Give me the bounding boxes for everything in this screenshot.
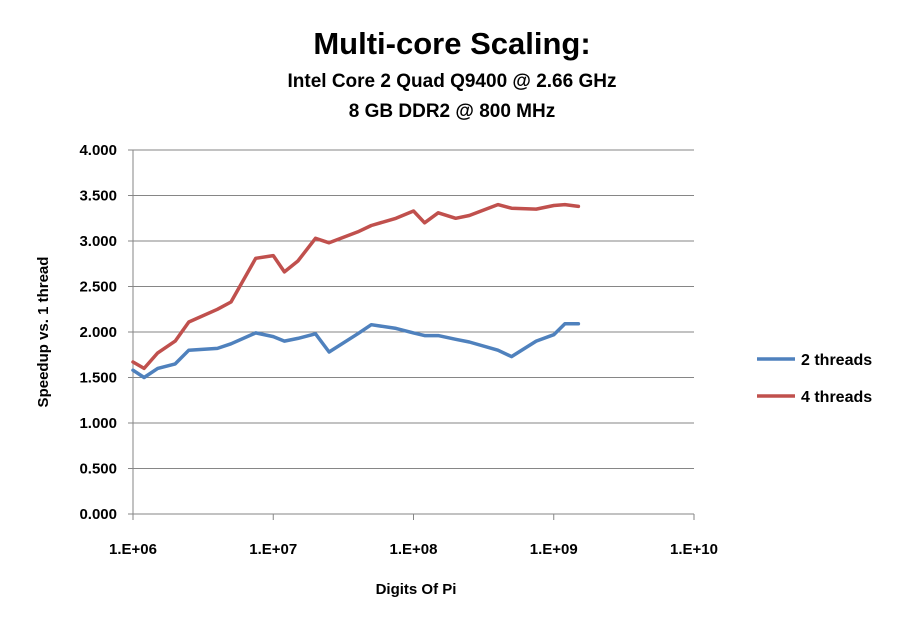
y-tick-label: 0.000 [79,506,117,523]
y-tick-label: 4.000 [79,142,117,159]
series-lines [131,202,581,380]
legend-label: 2 threads [801,352,872,369]
legend-label: 4 threads [801,389,872,406]
series-line-4-threads [131,202,581,371]
x-tick-label: 1.E+06 [109,541,157,558]
y-axis-label: Speedup vs. 1 thread [35,257,52,408]
y-tick-label: 3.000 [79,233,117,250]
chart-subtitle-line-1: Intel Core 2 Quad Q9400 @ 2.66 GHz [288,71,617,92]
x-tick-labels: 1.E+06 1.E+07 1.E+08 1.E+09 1.E+10 [109,541,718,558]
x-tick-label: 1.E+07 [249,541,297,558]
y-tick-label: 1.000 [79,415,117,432]
x-tick-label: 1.E+08 [390,541,438,558]
y-tick-label: 3.500 [79,188,117,205]
x-axis-label: Digits Of Pi [376,581,457,598]
y-tick-label: 1.500 [79,370,117,387]
y-tick-label: 2.000 [79,324,117,341]
series-line-2-threads [131,322,581,380]
chart-title: Multi-core Scaling: [313,26,590,61]
y-tick-label: 0.500 [79,461,117,478]
y-tick-label: 2.500 [79,279,117,296]
grid-lines [128,149,694,515]
chart-subtitle-line-2: 8 GB DDR2 @ 800 MHz [349,101,555,122]
axes [132,150,695,520]
legend: 2 threads 4 threads [757,352,872,406]
y-tick-labels: 0.000 0.500 1.000 1.500 2.000 2.500 3.000 3.500… [79,142,117,523]
x-tick-label: 1.E+10 [670,541,718,558]
x-tick-label: 1.E+09 [530,541,578,558]
